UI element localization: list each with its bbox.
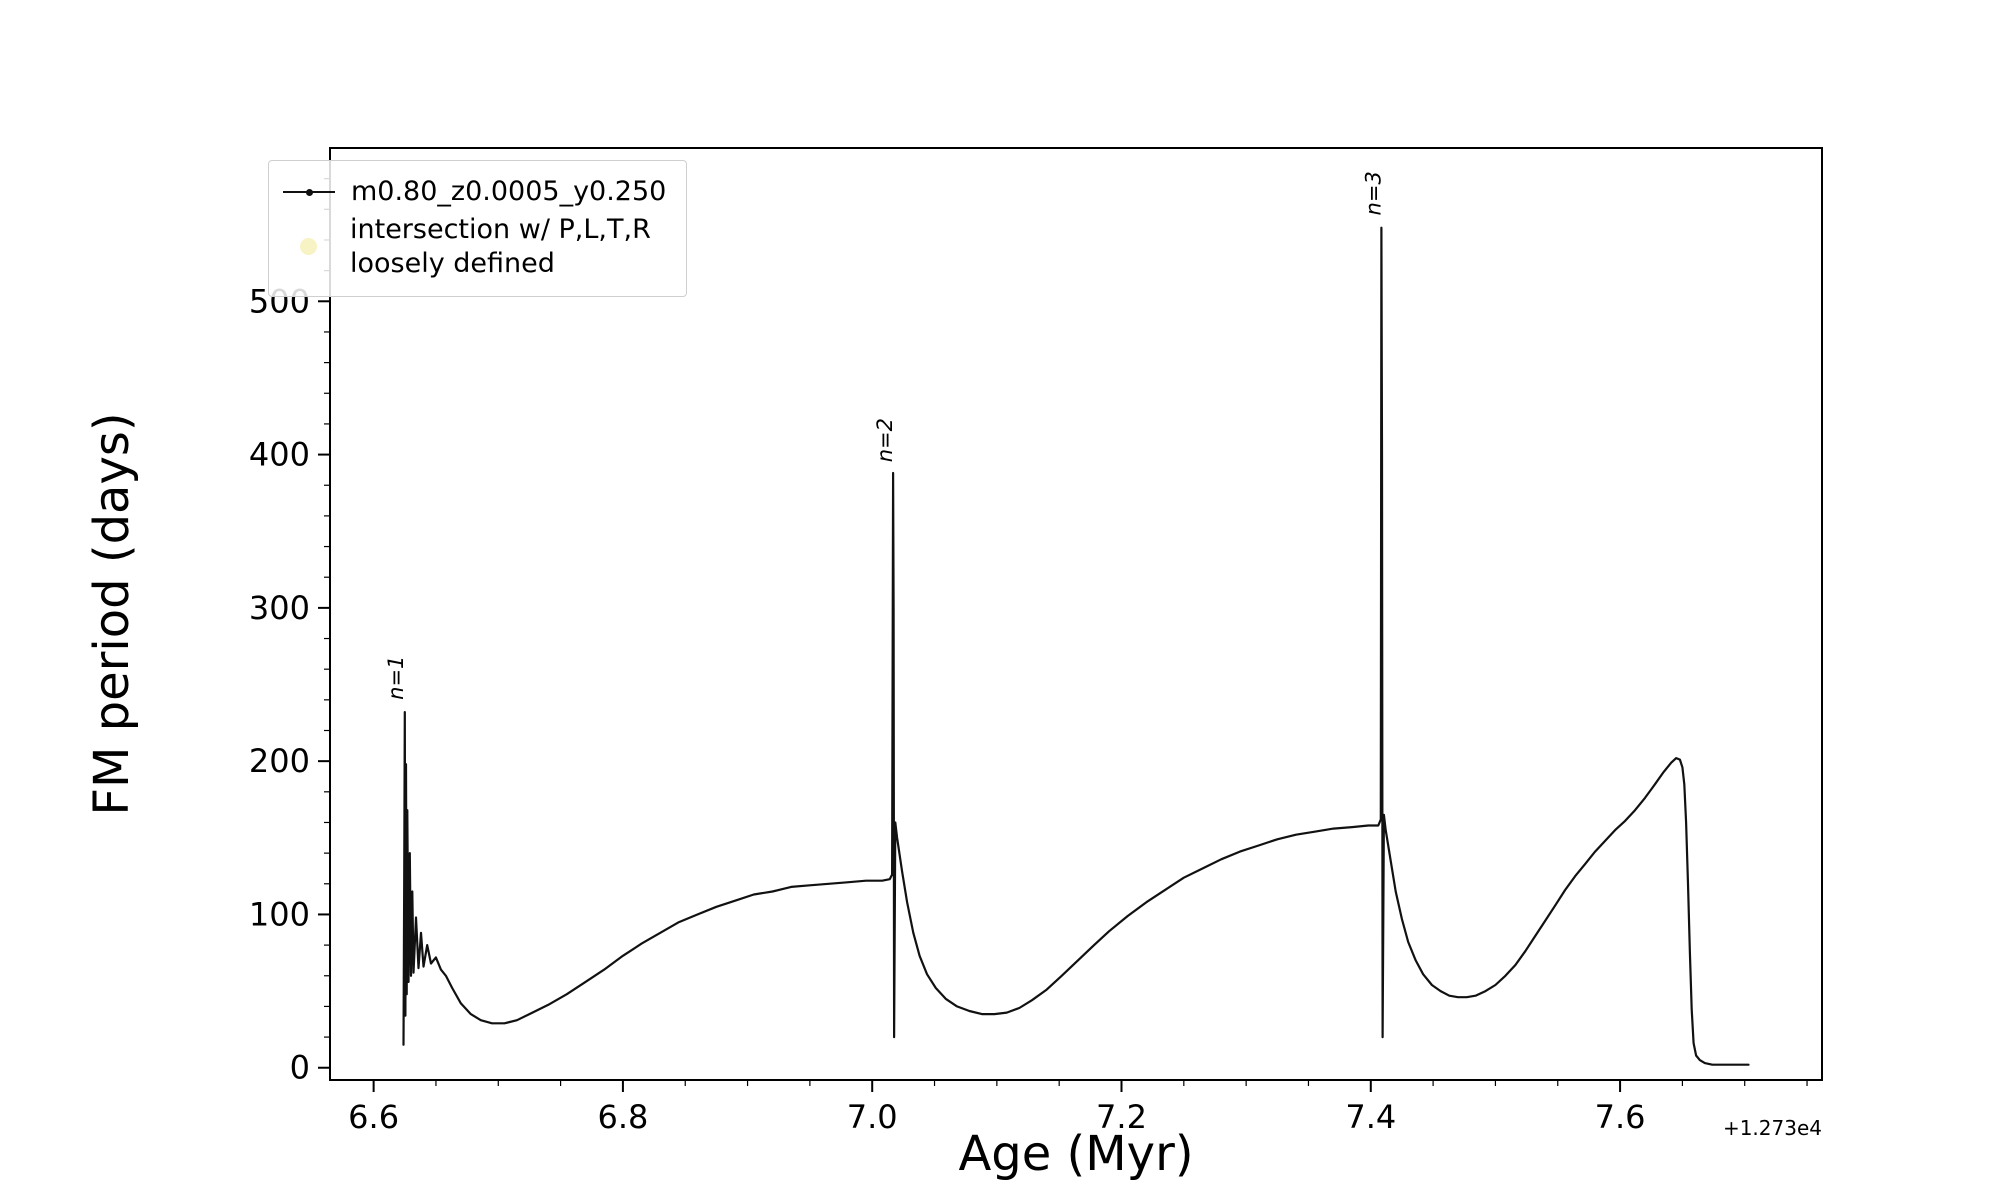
spike-annotation: n=3	[1362, 171, 1386, 215]
spike-annotation: n=2	[873, 418, 897, 462]
circle-marker-icon	[300, 238, 317, 255]
y-axis-label: FM period (days)	[84, 412, 140, 816]
legend: m0.80_z0.0005_y0.250 intersection w/ P,L…	[268, 160, 688, 298]
x-tick-label: 6.6	[348, 1098, 399, 1136]
x-tick-label: 7.0	[847, 1098, 898, 1136]
y-tick-label: 200	[249, 742, 310, 780]
x-tick-label: 6.8	[597, 1098, 648, 1136]
legend-label-intersection-line2: loosely defined	[350, 247, 555, 279]
x-axis-offset-text: +1.273e4	[1722, 1116, 1822, 1140]
series-line	[402, 226, 1750, 1066]
axes-frame	[329, 147, 1823, 1081]
y-tick-label: 300	[249, 589, 310, 627]
x-tick-label: 7.6	[1595, 1098, 1646, 1136]
spike-annotation: n=1	[384, 656, 408, 700]
line-dot-marker-icon	[283, 189, 335, 197]
y-tick-label: 100	[249, 895, 310, 933]
x-axis-label: Age (Myr)	[958, 1126, 1194, 1182]
legend-label-intersection-line1: intersection w/ P,L,T,R	[350, 213, 651, 245]
x-tick-label: 7.2	[1096, 1098, 1147, 1136]
y-tick-label: 400	[249, 436, 310, 474]
legend-entry-intersection: intersection w/ P,L,T,R loosely defined	[283, 213, 666, 281]
x-tick-label: 7.4	[1345, 1098, 1396, 1136]
legend-entry-series: m0.80_z0.0005_y0.250	[283, 175, 666, 209]
legend-label-series: m0.80_z0.0005_y0.250	[351, 176, 667, 207]
y-tick-label: 0	[290, 1049, 310, 1087]
legend-label-intersection: intersection w/ P,L,T,R loosely defined	[350, 213, 651, 281]
